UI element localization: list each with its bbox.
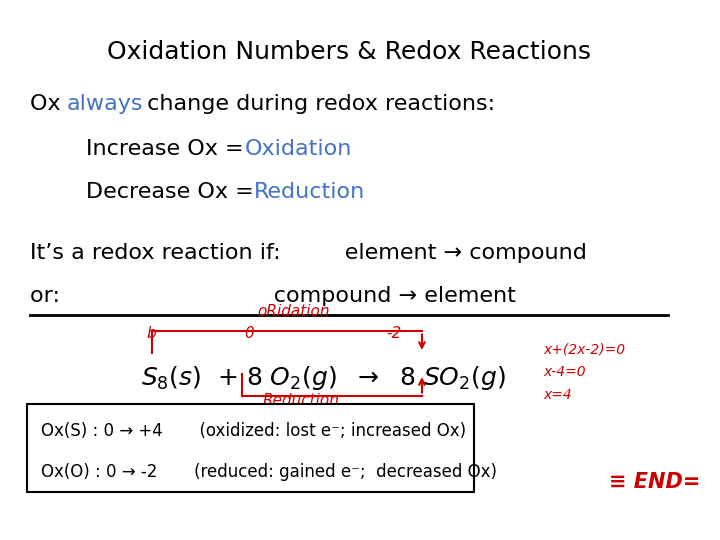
Text: It’s a redox reaction if:         element → compound: It’s a redox reaction if: element → comp… <box>30 244 588 264</box>
Text: always: always <box>67 93 143 113</box>
Text: Reduction: Reduction <box>254 182 366 202</box>
Text: $S_8(s)$  + 8 $O_2(g)$  $\rightarrow$  8 $SO_2(g)$: $S_8(s)$ + 8 $O_2(g)$ $\rightarrow$ 8 $S… <box>141 363 506 392</box>
FancyBboxPatch shape <box>27 403 474 492</box>
Text: change during redox reactions:: change during redox reactions: <box>140 93 495 113</box>
Text: Ox(S) : 0 → +4       (oxidized: lost e⁻; increased Ox): Ox(S) : 0 → +4 (oxidized: lost e⁻; incre… <box>41 422 466 440</box>
Text: Decrease Ox =: Decrease Ox = <box>86 182 261 202</box>
Text: Oxidation: Oxidation <box>245 139 352 159</box>
Text: Increase Ox =: Increase Ox = <box>86 139 251 159</box>
Text: 0: 0 <box>244 326 253 341</box>
Text: Ox: Ox <box>30 93 68 113</box>
Text: Oxidation Numbers & Redox Reactions: Oxidation Numbers & Redox Reactions <box>107 40 591 64</box>
Text: Reduction: Reduction <box>262 393 339 408</box>
Text: or:                              compound → element: or: compound → element <box>30 286 516 306</box>
Text: -2: -2 <box>387 326 402 341</box>
Text: x+(2x-2)=0
x-4=0
x=4: x+(2x-2)=0 x-4=0 x=4 <box>543 342 625 402</box>
Text: b: b <box>147 326 156 341</box>
Text: Ox(O) : 0 → -2       (reduced: gained e⁻;  decreased Ox): Ox(O) : 0 → -2 (reduced: gained e⁻; decr… <box>41 463 497 482</box>
Text: ≡ END=: ≡ END= <box>609 472 701 492</box>
Text: oRidation: oRidation <box>258 304 330 319</box>
